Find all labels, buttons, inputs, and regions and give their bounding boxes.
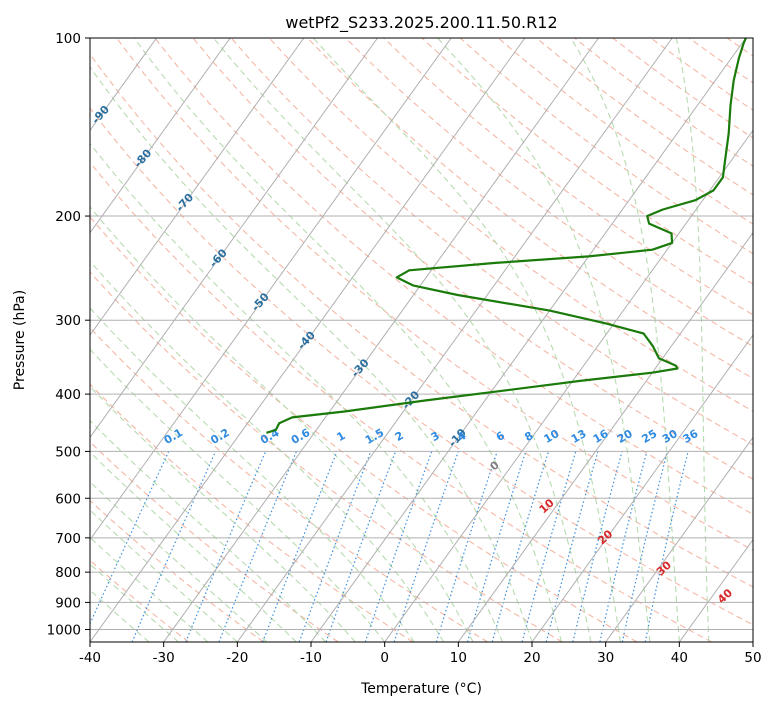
y-tick-label: 200 bbox=[55, 209, 81, 225]
isotherm-line bbox=[531, 334, 753, 642]
plot-background bbox=[90, 38, 753, 642]
dry-adiabats bbox=[90, 38, 775, 642]
moist-adiabat-line bbox=[90, 419, 327, 642]
moist-adiabat-line bbox=[213, 38, 592, 642]
mixing-ratio-line bbox=[521, 451, 577, 642]
x-axis: -40 -30 -20 -10 0 10 20 30 40 50 bbox=[79, 642, 762, 666]
moist-adiabat-line bbox=[133, 38, 563, 642]
x-tick-label: -10 bbox=[300, 650, 322, 666]
dry-adiabat-line bbox=[268, 38, 753, 412]
y-axis-title: Pressure (hPa) bbox=[12, 290, 28, 390]
moist-adiabat-line bbox=[90, 206, 474, 642]
isotherm-line bbox=[236, 38, 673, 642]
y-tick-label: 400 bbox=[55, 387, 81, 403]
x-tick-label: 50 bbox=[744, 650, 761, 666]
isotherm-line bbox=[605, 436, 753, 642]
x-tick-label: -30 bbox=[153, 650, 175, 666]
temperature-profile-line bbox=[266, 38, 747, 434]
isotherm-line bbox=[752, 641, 753, 642]
isotherm-line bbox=[90, 38, 231, 234]
dry-adiabat-line bbox=[574, 38, 753, 167]
dry-adiabat-line bbox=[116, 38, 753, 551]
y-tick-label: 1000 bbox=[47, 622, 81, 638]
dry-adiabat-line bbox=[90, 327, 488, 642]
moist-adiabat-line bbox=[312, 38, 621, 642]
mixing-ratio-line bbox=[572, 451, 623, 642]
dry-adiabat-line bbox=[307, 38, 753, 380]
moist-adiabat-line bbox=[90, 589, 150, 642]
dry-adiabat-line bbox=[90, 53, 753, 588]
mixing-ratio-line bbox=[364, 451, 433, 642]
mixing-ratio-line bbox=[545, 451, 599, 642]
dry-adiabat-line bbox=[536, 38, 753, 196]
moist-adiabat-line bbox=[570, 38, 680, 642]
temperature-profile bbox=[266, 38, 747, 434]
dry-adiabat-line bbox=[765, 38, 775, 642]
y-tick-label: 900 bbox=[55, 595, 81, 611]
mixing-ratio-line bbox=[599, 451, 648, 642]
y-tick-label: 500 bbox=[55, 444, 81, 460]
moist-adiabat-line bbox=[90, 385, 356, 642]
dry-adiabat-line bbox=[345, 38, 753, 347]
x-tick-label: 0 bbox=[380, 650, 389, 666]
y-tick-label: 600 bbox=[55, 491, 81, 507]
moist-adiabat-line bbox=[90, 307, 415, 642]
dry-adiabat-line bbox=[90, 216, 638, 642]
x-tick-label: 20 bbox=[523, 650, 540, 666]
mixing-ratio-line bbox=[466, 451, 527, 642]
y-tick-label: 300 bbox=[55, 313, 81, 329]
isotherm-line bbox=[90, 38, 452, 541]
isotherm-line bbox=[457, 231, 753, 642]
y-tick-label: 700 bbox=[55, 531, 81, 547]
moist-adiabat-line bbox=[675, 38, 710, 642]
x-tick-label: 40 bbox=[671, 650, 688, 666]
mixing-ratio-line bbox=[185, 451, 267, 642]
isotherm-line bbox=[163, 38, 599, 642]
mixing-ratio-line bbox=[298, 451, 372, 642]
isotherm-line bbox=[90, 38, 305, 336]
mixing-ratio-line bbox=[325, 451, 397, 642]
moist-adiabat-line bbox=[90, 260, 445, 642]
isotherm-line bbox=[384, 129, 753, 642]
dry-adiabat-line bbox=[90, 161, 712, 642]
y-tick-label: 100 bbox=[55, 31, 81, 47]
isotherm-line bbox=[90, 38, 526, 642]
x-tick-label: -40 bbox=[79, 650, 101, 666]
moist-adiabat-line bbox=[437, 38, 651, 642]
plot-frame bbox=[89, 37, 754, 643]
moist-adiabat-line bbox=[90, 348, 386, 642]
moist-adiabat-line bbox=[90, 66, 533, 642]
isotherm-line bbox=[90, 38, 378, 439]
dry-adiabat-line bbox=[497, 38, 753, 225]
isotherm-line bbox=[0, 38, 9, 642]
isotherm-line bbox=[310, 38, 747, 642]
y-tick-label: 800 bbox=[55, 565, 81, 581]
isobars bbox=[90, 38, 753, 630]
dry-adiabat-line bbox=[90, 383, 414, 642]
mixing-ratio-line bbox=[218, 451, 297, 642]
chart-title: wetPf2_S233.2025.200.11.50.R12 bbox=[285, 13, 557, 33]
dry-adiabat-line bbox=[90, 499, 264, 642]
mixing-ratio-line bbox=[435, 451, 498, 642]
dry-adiabat-line bbox=[230, 38, 753, 446]
isotherm-line bbox=[678, 538, 753, 642]
mixing-ratio-line bbox=[262, 451, 338, 642]
x-tick-label: 30 bbox=[597, 650, 614, 666]
dry-adiabat-line bbox=[154, 38, 753, 515]
y-axis: 100 200 300 400 500 600 700 800 900 1000 bbox=[47, 31, 90, 638]
isotherms bbox=[0, 38, 753, 642]
x-axis-title: Temperature (°C) bbox=[360, 681, 482, 697]
moist-adiabat-line bbox=[90, 481, 268, 642]
x-tick-label: 10 bbox=[450, 650, 467, 666]
dry-adiabat-line bbox=[459, 38, 753, 255]
x-tick-label: -20 bbox=[226, 650, 248, 666]
dry-adiabat-line bbox=[90, 107, 753, 626]
